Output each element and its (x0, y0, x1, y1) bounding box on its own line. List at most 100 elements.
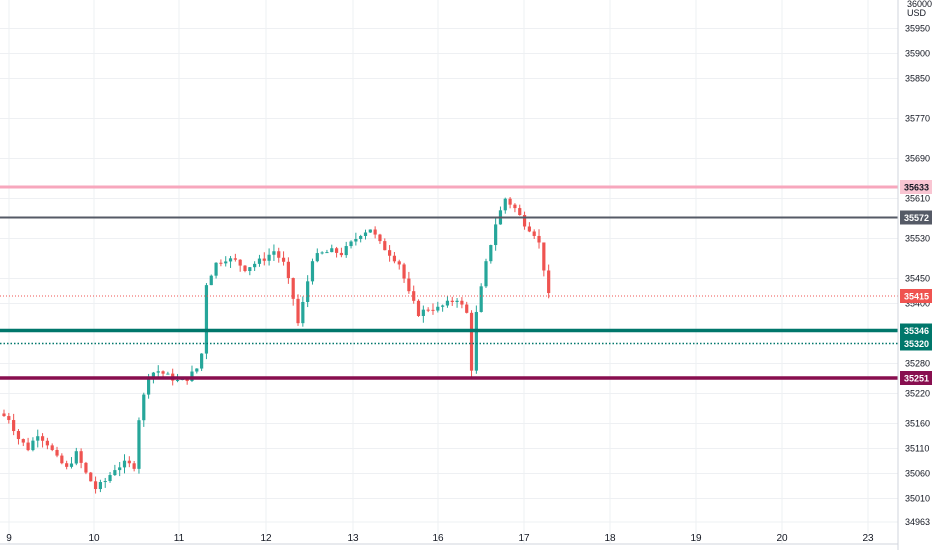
candle-body-50 (243, 265, 247, 272)
candle-body-54 (262, 258, 266, 261)
time-tick-6: 17 (518, 533, 530, 544)
candle-47 (228, 255, 233, 268)
candle-70 (339, 247, 343, 258)
price-tick-15: 34963 (905, 517, 930, 527)
candle-99 (479, 283, 483, 313)
candle-90 (436, 301, 440, 313)
candle-96 (465, 301, 469, 314)
candle-27 (132, 461, 136, 472)
candle-body-64 (310, 261, 315, 282)
candle-body-48 (233, 258, 237, 260)
candle-40 (195, 368, 199, 374)
price-tick-5: 35610 (905, 194, 930, 204)
time-tick-3: 12 (260, 533, 272, 544)
candle-7 (36, 429, 40, 448)
candle-body-110 (532, 231, 536, 236)
candle-100 (484, 258, 488, 289)
candle-body-112 (542, 242, 546, 271)
candle-61 (296, 294, 300, 326)
top-price-tick-partial: 36000 (907, 0, 932, 9)
candle-105 (508, 197, 512, 209)
candle-26 (127, 456, 131, 468)
price-axis[interactable]: 35950 35900 35850 35770 35690 35610 35530 35450… (905, 24, 930, 528)
candle-58 (281, 251, 286, 266)
candle-101 (489, 244, 493, 264)
level-label-35572: 35572 (904, 213, 929, 223)
candle-body-51 (248, 267, 252, 272)
candle-5 (26, 437, 30, 452)
candle-106 (513, 203, 517, 213)
candle-56 (272, 244, 276, 261)
candle-8 (40, 433, 45, 448)
candle-76 (368, 229, 372, 233)
candle-body-91 (441, 305, 445, 307)
candle-68 (330, 244, 334, 253)
price-tick-8: 35400 (905, 299, 930, 309)
candle-body-55 (267, 254, 271, 261)
candle-16 (79, 448, 83, 469)
candle-57 (277, 247, 281, 263)
candle-body-23 (113, 470, 117, 476)
candle-body-58 (281, 257, 286, 262)
price-tick-1: 35900 (905, 49, 930, 59)
price-tick-7: 35450 (905, 274, 930, 284)
candle-81 (392, 251, 397, 264)
candle-body-104 (503, 198, 507, 211)
candle-body-65 (315, 253, 319, 262)
candle-77 (373, 226, 377, 239)
candle-78 (378, 233, 382, 244)
candle-body-14 (69, 463, 74, 467)
candle-body-108 (522, 215, 527, 227)
candle-22 (108, 471, 112, 483)
candle-body-63 (306, 281, 310, 302)
candle-55 (267, 248, 271, 266)
candle-body-85 (412, 291, 416, 301)
candle-body-45 (219, 262, 223, 264)
candle-body-10 (50, 445, 54, 450)
level-label-bg-35320 (900, 336, 932, 351)
candle-88 (426, 307, 430, 313)
candle-82 (397, 259, 401, 270)
candle-49 (238, 259, 242, 272)
price-tick-3: 35770 (905, 114, 930, 124)
candle-79 (383, 238, 387, 251)
candle-body-49 (238, 259, 242, 266)
candle-body-99 (479, 286, 483, 312)
candle-body-4 (21, 439, 25, 443)
candle-body-69 (334, 248, 339, 253)
candle-102 (494, 217, 498, 251)
candle-4 (21, 438, 25, 447)
candle-body-29 (142, 394, 146, 421)
candle-15 (74, 447, 78, 466)
candle-body-95 (460, 300, 464, 305)
candle-18 (89, 471, 93, 482)
candle-3 (16, 429, 21, 445)
currency-label: USD (907, 8, 927, 18)
candle-body-17 (84, 462, 88, 473)
time-axis[interactable]: 9 10 11 12 13 16 17 18 19 20 23 (6, 533, 874, 544)
candle-body-18 (89, 472, 93, 482)
price-tick-2: 35850 (905, 74, 930, 84)
candle-28 (137, 417, 141, 474)
candle-104 (503, 197, 507, 214)
candle-body-12 (60, 455, 64, 464)
candle-108 (522, 211, 527, 230)
candle-91 (441, 304, 445, 312)
candle-93 (450, 296, 454, 306)
candle-body-73 (354, 238, 358, 242)
candle-body-15 (74, 451, 78, 464)
candle-60 (291, 277, 295, 306)
candle-body-43 (209, 275, 213, 286)
level-label-bg-35251 (900, 371, 932, 385)
candle-body-33 (161, 371, 165, 374)
candle-1 (7, 412, 11, 424)
candle-20 (98, 479, 102, 493)
candle-body-22 (108, 475, 112, 482)
candle-63 (306, 275, 310, 308)
candle-body-20 (98, 482, 102, 490)
candle-53 (257, 254, 262, 267)
horizontal-levels[interactable] (0, 185, 898, 380)
candle-body-70 (339, 252, 343, 256)
time-tick-10: 23 (862, 533, 874, 544)
